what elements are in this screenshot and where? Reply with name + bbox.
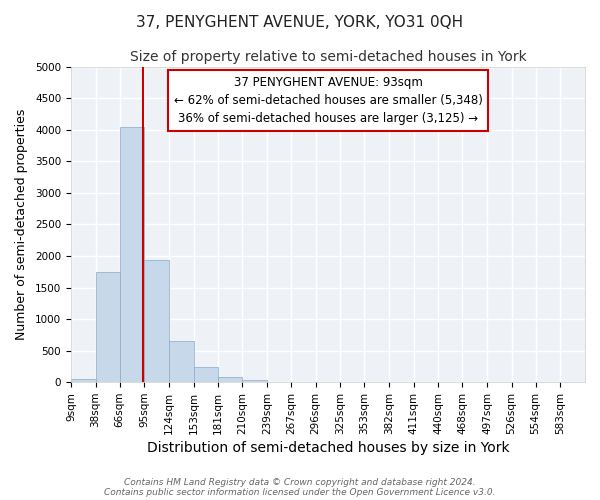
Text: Contains HM Land Registry data © Crown copyright and database right 2024.
Contai: Contains HM Land Registry data © Crown c…: [104, 478, 496, 497]
Bar: [144, 260, 169, 382]
Text: 37, PENYGHENT AVENUE, YORK, YO31 0QH: 37, PENYGHENT AVENUE, YORK, YO31 0QH: [136, 15, 464, 30]
Y-axis label: Number of semi-detached properties: Number of semi-detached properties: [15, 108, 28, 340]
Bar: [194, 367, 218, 382]
Bar: [119, 126, 144, 382]
Bar: [242, 380, 267, 382]
Bar: [71, 379, 95, 382]
Bar: [218, 377, 242, 382]
X-axis label: Distribution of semi-detached houses by size in York: Distribution of semi-detached houses by …: [146, 441, 509, 455]
Text: 37 PENYGHENT AVENUE: 93sqm
← 62% of semi-detached houses are smaller (5,348)
36%: 37 PENYGHENT AVENUE: 93sqm ← 62% of semi…: [173, 76, 482, 125]
Title: Size of property relative to semi-detached houses in York: Size of property relative to semi-detach…: [130, 50, 526, 64]
Bar: [169, 340, 194, 382]
Bar: [95, 272, 119, 382]
